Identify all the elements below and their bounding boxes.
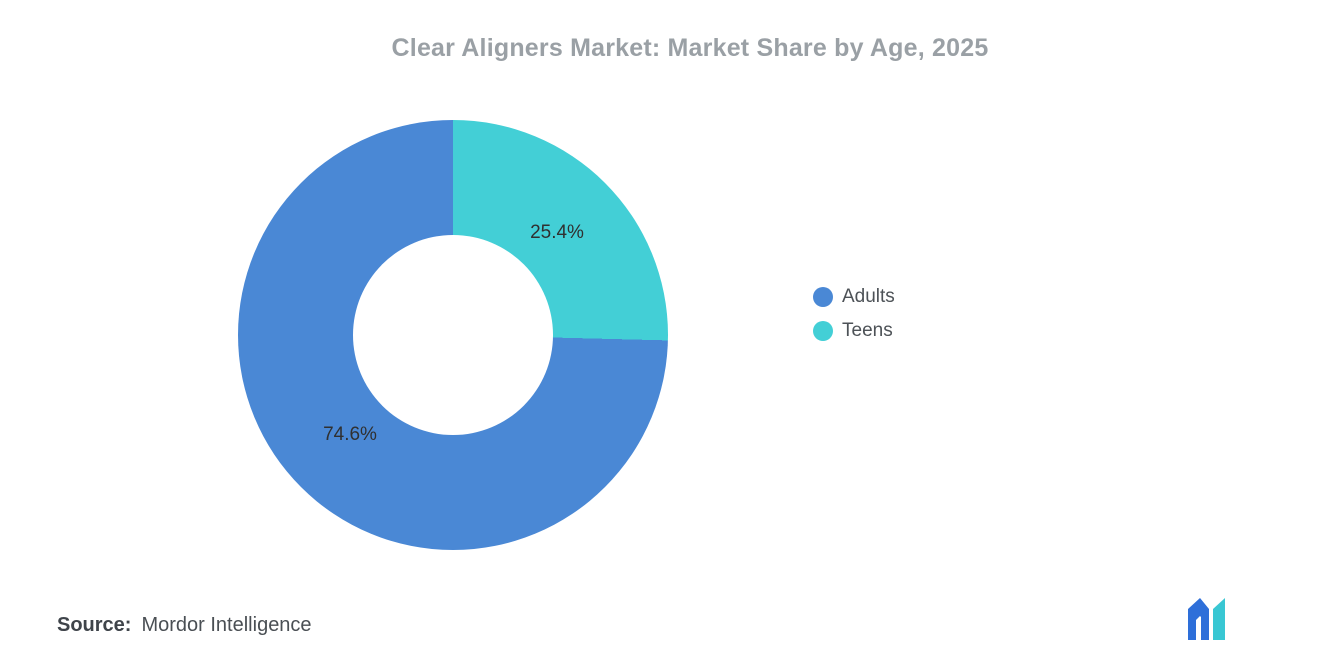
slice-label-adults: 74.6% (323, 424, 377, 445)
legend-swatch-teens (813, 321, 833, 341)
legend-item-teens[interactable]: Teens (813, 320, 895, 342)
logo-teal-shape (1213, 598, 1225, 640)
legend-swatch-adults (813, 287, 833, 307)
chart-title: Clear Aligners Market: Market Share by A… (391, 34, 989, 62)
source-label: Source: (57, 614, 132, 636)
chart-legend: Adults Teens (813, 286, 895, 342)
legend-label-adults: Adults (842, 286, 895, 307)
logo-blue-shape (1188, 598, 1209, 640)
donut-chart: 25.4% 74.6% (238, 120, 668, 550)
source-value: Mordor Intelligence (141, 614, 312, 636)
legend-label-teens: Teens (842, 320, 893, 341)
donut-hole (353, 235, 553, 435)
legend-item-adults[interactable]: Adults (813, 286, 895, 308)
slice-label-teens: 25.4% (530, 222, 584, 243)
mordor-intelligence-logo (1188, 598, 1225, 640)
source-line: Source: Mordor Intelligence (57, 614, 312, 637)
